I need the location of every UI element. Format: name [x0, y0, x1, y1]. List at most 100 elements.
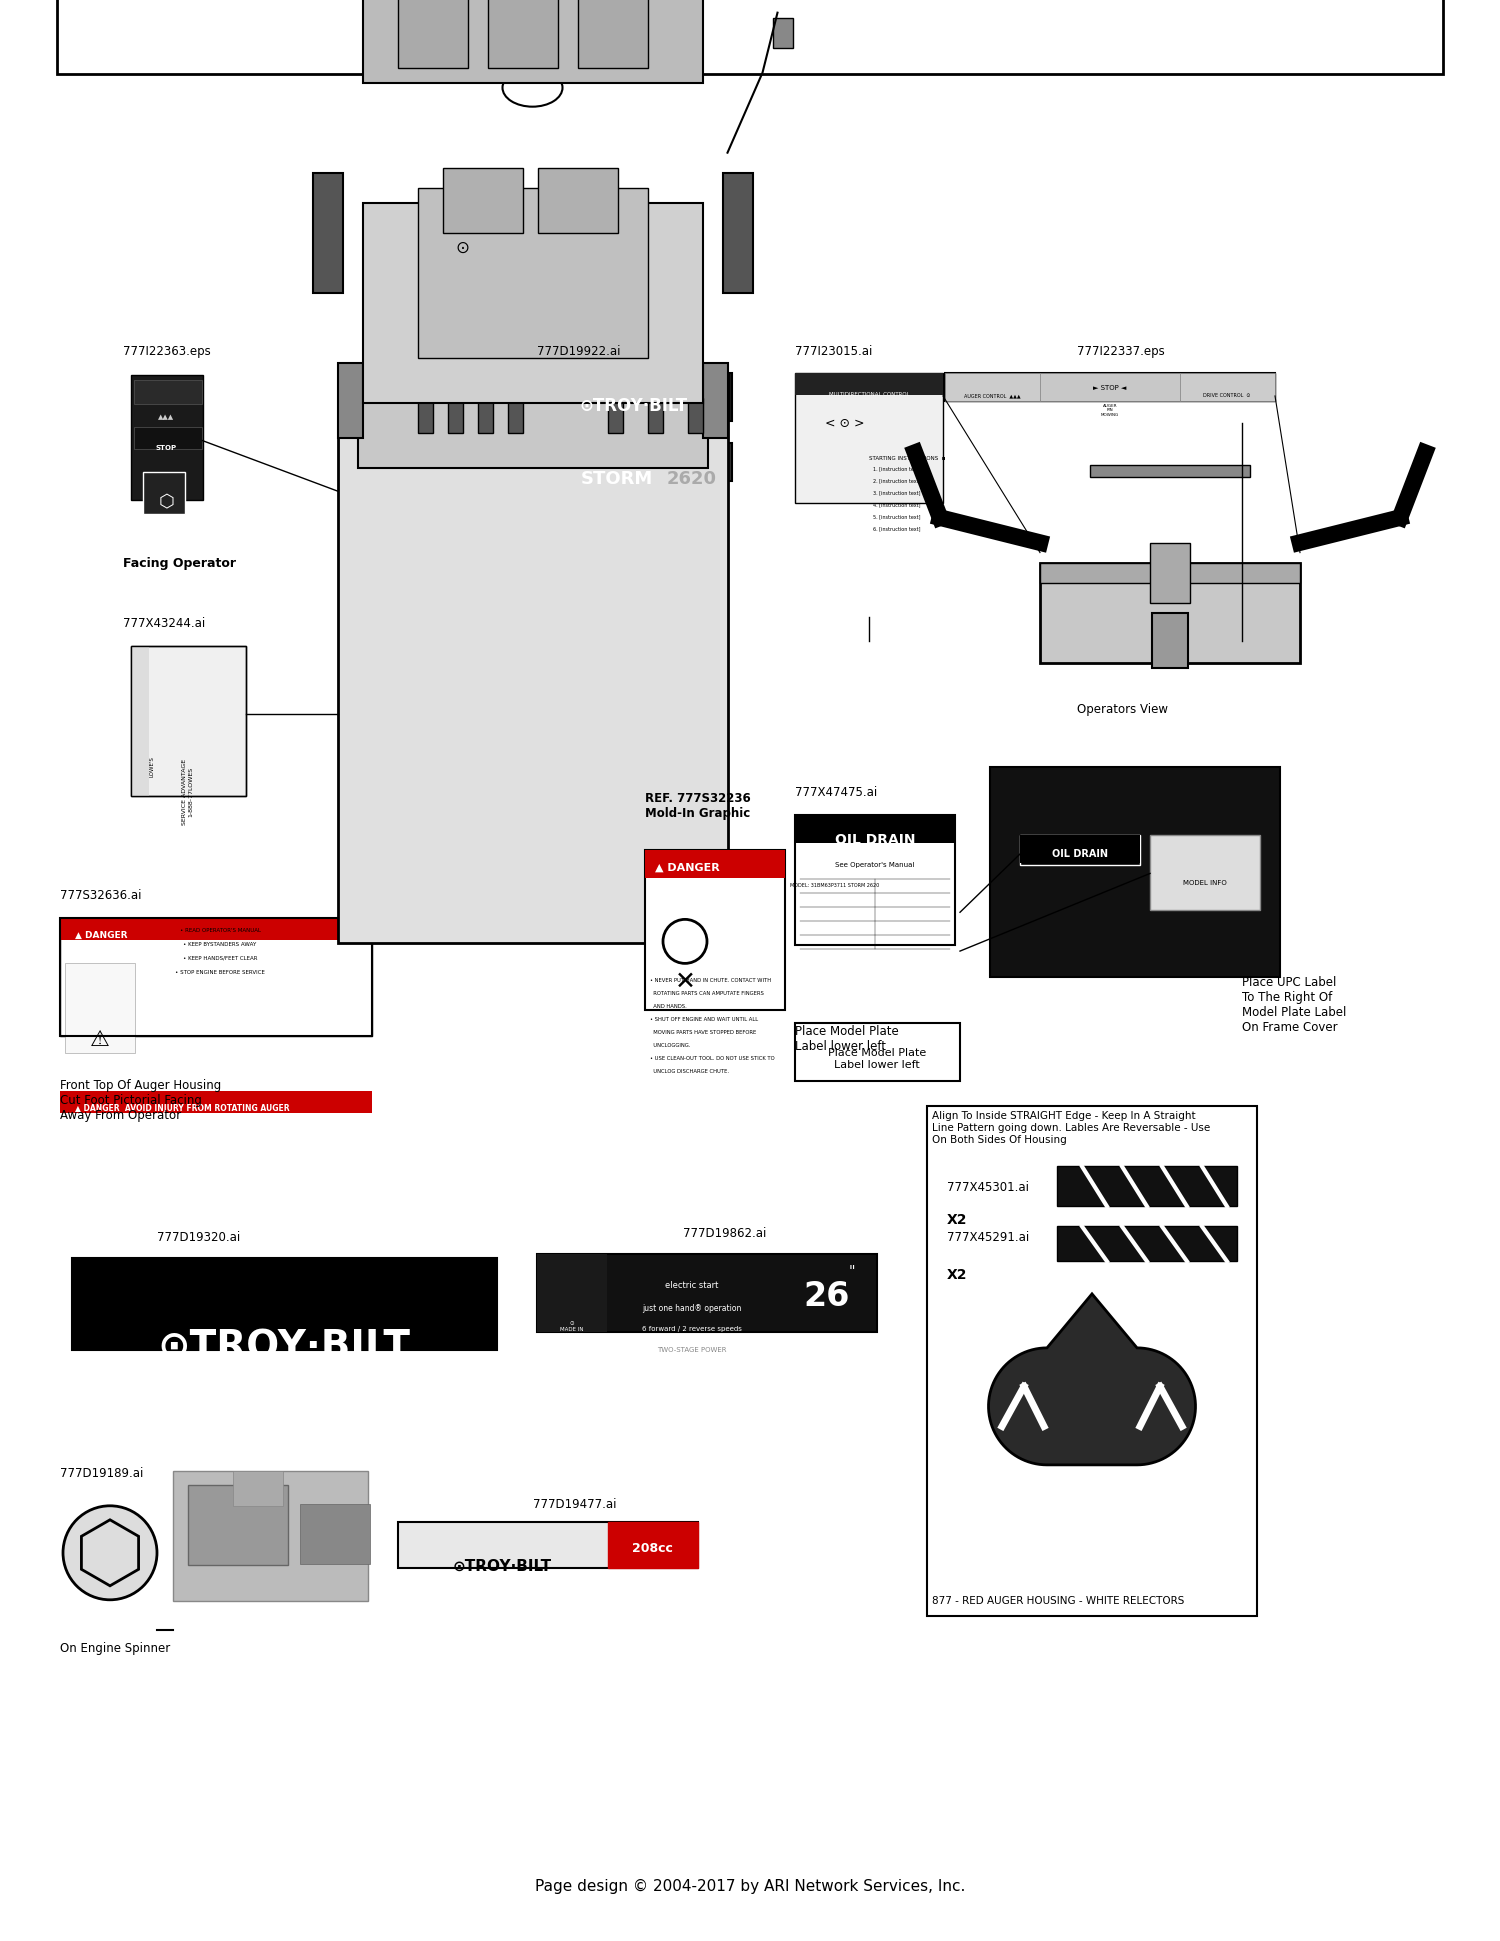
Bar [357, 373, 708, 468]
Text: 3. [instruction text]: 3. [instruction text] [873, 489, 921, 495]
Text: clearing width: clearing width [804, 1359, 849, 1365]
Text: SERVICE ADVANTAGE
1-888-77LOWES: SERVICE ADVANTAGE 1-888-77LOWES [182, 759, 194, 825]
Text: Front Top Of Auger Housing
Cut Foot Pictorial Facing
Away From Operator: Front Top Of Auger Housing Cut Foot Pict… [60, 1079, 222, 1122]
Bar [60, 918, 372, 1036]
Bar [702, 363, 727, 437]
Bar [363, 202, 702, 402]
Text: ▲ DANGER: ▲ DANGER [75, 932, 128, 939]
Bar [398, 0, 468, 68]
Bar [1180, 373, 1275, 400]
Text: 2. [instruction text]: 2. [instruction text] [873, 477, 921, 483]
Text: See Operator's Manual: See Operator's Manual [836, 862, 915, 868]
Bar [312, 173, 342, 293]
Bar [537, 1254, 608, 1332]
Text: 777X45301.ai: 777X45301.ai [946, 1182, 1029, 1194]
Text: Facing Operator: Facing Operator [123, 557, 236, 571]
Text: MULTIDIRECTIONAL CONTROL: MULTIDIRECTIONAL CONTROL [828, 392, 909, 396]
Bar [772, 17, 792, 49]
Text: • KEEP HANDS/FEET CLEAR: • KEEP HANDS/FEET CLEAR [183, 955, 258, 961]
Text: • READ OPERATOR'S MANUAL: • READ OPERATOR'S MANUAL [180, 928, 261, 934]
Bar [537, 1254, 878, 1332]
Polygon shape [988, 1295, 1196, 1465]
Text: LOWE'S: LOWE'S [150, 757, 154, 776]
Bar [447, 398, 462, 433]
Bar [648, 398, 663, 433]
Text: Operators View: Operators View [1077, 703, 1168, 716]
Text: 6 forward / 2 reverse speeds: 6 forward / 2 reverse speeds [642, 1326, 742, 1332]
Bar [130, 646, 148, 796]
Bar [130, 646, 246, 796]
Text: STOP: STOP [156, 444, 177, 452]
Circle shape [63, 1506, 158, 1599]
Bar [398, 1522, 698, 1568]
Polygon shape [1058, 1167, 1238, 1207]
Bar [338, 373, 728, 943]
Bar [687, 398, 702, 433]
Text: REF. 777S32236
Mold-In Graphic: REF. 777S32236 Mold-In Graphic [645, 792, 750, 819]
Text: Place Model Plate
Label lower left: Place Model Plate Label lower left [795, 1025, 898, 1052]
Bar [537, 373, 732, 421]
Bar [57, 0, 1443, 74]
Text: Place UPC Label
To The Right Of
Model Plate Label
On Frame Cover: Place UPC Label To The Right Of Model Pl… [1242, 976, 1347, 1035]
Text: X2: X2 [946, 1213, 968, 1227]
Text: 6. [instruction text]: 6. [instruction text] [873, 526, 921, 530]
Bar [795, 373, 944, 394]
Text: UNCLOG DISCHARGE CHUTE.: UNCLOG DISCHARGE CHUTE. [650, 1069, 729, 1073]
Bar [1150, 543, 1190, 602]
Bar [945, 373, 1275, 400]
Text: ROTATING PARTS CAN AMPUTATE FINGERS: ROTATING PARTS CAN AMPUTATE FINGERS [650, 992, 764, 996]
Bar [300, 1504, 370, 1564]
Text: 777D19477.ai: 777D19477.ai [532, 1498, 616, 1512]
Bar [458, 272, 608, 344]
Bar [130, 375, 203, 499]
Bar [537, 167, 618, 233]
Bar [723, 173, 753, 293]
Bar [427, 278, 498, 338]
Bar [795, 815, 956, 842]
Text: UNCLOGGING.: UNCLOGGING. [650, 1042, 690, 1048]
Text: OIL DRAIN: OIL DRAIN [834, 833, 915, 848]
Text: ► STOP ◄: ► STOP ◄ [1094, 384, 1126, 392]
Text: AUGER
PIN
MOWING: AUGER PIN MOWING [1101, 404, 1119, 417]
Text: TWO-STAGE POWER: TWO-STAGE POWER [657, 1347, 726, 1353]
Bar [1020, 835, 1140, 864]
Bar [945, 373, 1040, 400]
Bar [417, 398, 432, 433]
Bar [537, 443, 732, 481]
Bar [363, 0, 702, 83]
Bar [1150, 835, 1260, 910]
Bar [1040, 373, 1180, 400]
Bar [507, 398, 522, 433]
Text: • NEVER PUT HAND IN CHUTE. CONTACT WITH: • NEVER PUT HAND IN CHUTE. CONTACT WITH [650, 978, 771, 984]
Bar [72, 1258, 497, 1349]
Text: 777X43244.ai: 777X43244.ai [123, 617, 206, 631]
Bar [232, 1471, 282, 1506]
Text: electric start: electric start [666, 1281, 718, 1291]
Bar [172, 1471, 368, 1601]
Bar [477, 398, 492, 433]
Bar [134, 427, 201, 448]
Bar [60, 1091, 372, 1112]
Bar [188, 1485, 288, 1564]
Text: 777X45291.ai: 777X45291.ai [946, 1231, 1029, 1244]
Text: Place Model Plate
Label lower left: Place Model Plate Label lower left [828, 1048, 926, 1069]
Text: DRIVE CONTROL  ⊙: DRIVE CONTROL ⊙ [1203, 394, 1251, 398]
Bar [1040, 563, 1300, 582]
Text: overhead valve: overhead valve [626, 1572, 680, 1578]
Text: 26: 26 [804, 1279, 850, 1314]
Text: STORM: STORM [580, 470, 652, 489]
Bar [134, 380, 201, 404]
Text: 777X47475.ai: 777X47475.ai [795, 786, 877, 800]
Polygon shape [1058, 1227, 1238, 1262]
Bar [927, 1106, 1257, 1617]
Text: ▲ DANGER: ▲ DANGER [656, 862, 720, 873]
Text: Align To Inside STRAIGHT Edge - Keep In A Straight
Line Pattern going down. Labl: Align To Inside STRAIGHT Edge - Keep In … [932, 1112, 1210, 1145]
Text: ⚠: ⚠ [90, 1031, 110, 1050]
Bar [477, 278, 588, 309]
Text: X2: X2 [946, 1267, 968, 1283]
Bar [608, 398, 622, 433]
Text: 777D19189.ai: 777D19189.ai [60, 1467, 144, 1481]
Text: DRIVE
AUGER
LOCK: DRIVE AUGER LOCK [158, 569, 176, 586]
Bar [488, 0, 558, 68]
Text: ⊙TROY·BILT: ⊙TROY·BILT [580, 396, 688, 415]
